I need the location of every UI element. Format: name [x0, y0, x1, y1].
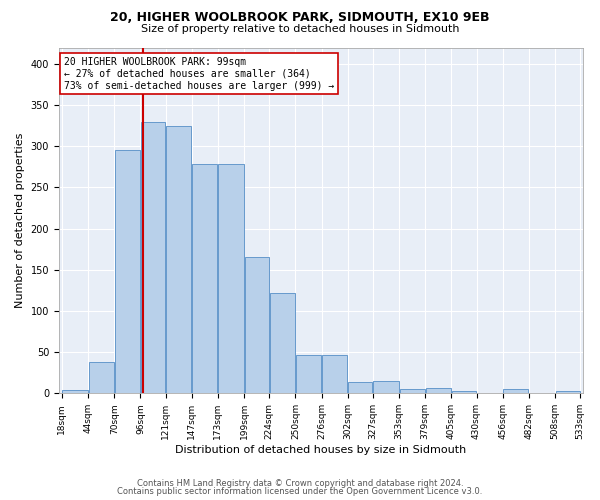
Text: Size of property relative to detached houses in Sidmouth: Size of property relative to detached ho… [141, 24, 459, 34]
X-axis label: Distribution of detached houses by size in Sidmouth: Distribution of detached houses by size … [175, 445, 467, 455]
Bar [245, 258, 269, 394]
Bar [556, 391, 580, 394]
Y-axis label: Number of detached properties: Number of detached properties [15, 132, 25, 308]
Bar [89, 362, 114, 394]
Bar [270, 293, 295, 394]
Bar [425, 388, 451, 394]
Bar [503, 389, 529, 394]
Bar [141, 122, 165, 394]
Bar [373, 381, 398, 394]
Bar [166, 126, 191, 394]
Bar [400, 389, 425, 394]
Text: 20 HIGHER WOOLBROOK PARK: 99sqm
← 27% of detached houses are smaller (364)
73% o: 20 HIGHER WOOLBROOK PARK: 99sqm ← 27% of… [64, 58, 334, 90]
Bar [218, 164, 244, 394]
Text: Contains public sector information licensed under the Open Government Licence v3: Contains public sector information licen… [118, 487, 482, 496]
Bar [322, 356, 347, 394]
Bar [348, 382, 373, 394]
Bar [296, 356, 321, 394]
Bar [452, 391, 476, 394]
Bar [62, 390, 88, 394]
Bar [115, 150, 140, 394]
Text: 20, HIGHER WOOLBROOK PARK, SIDMOUTH, EX10 9EB: 20, HIGHER WOOLBROOK PARK, SIDMOUTH, EX1… [110, 11, 490, 24]
Bar [192, 164, 217, 394]
Text: Contains HM Land Registry data © Crown copyright and database right 2024.: Contains HM Land Registry data © Crown c… [137, 478, 463, 488]
